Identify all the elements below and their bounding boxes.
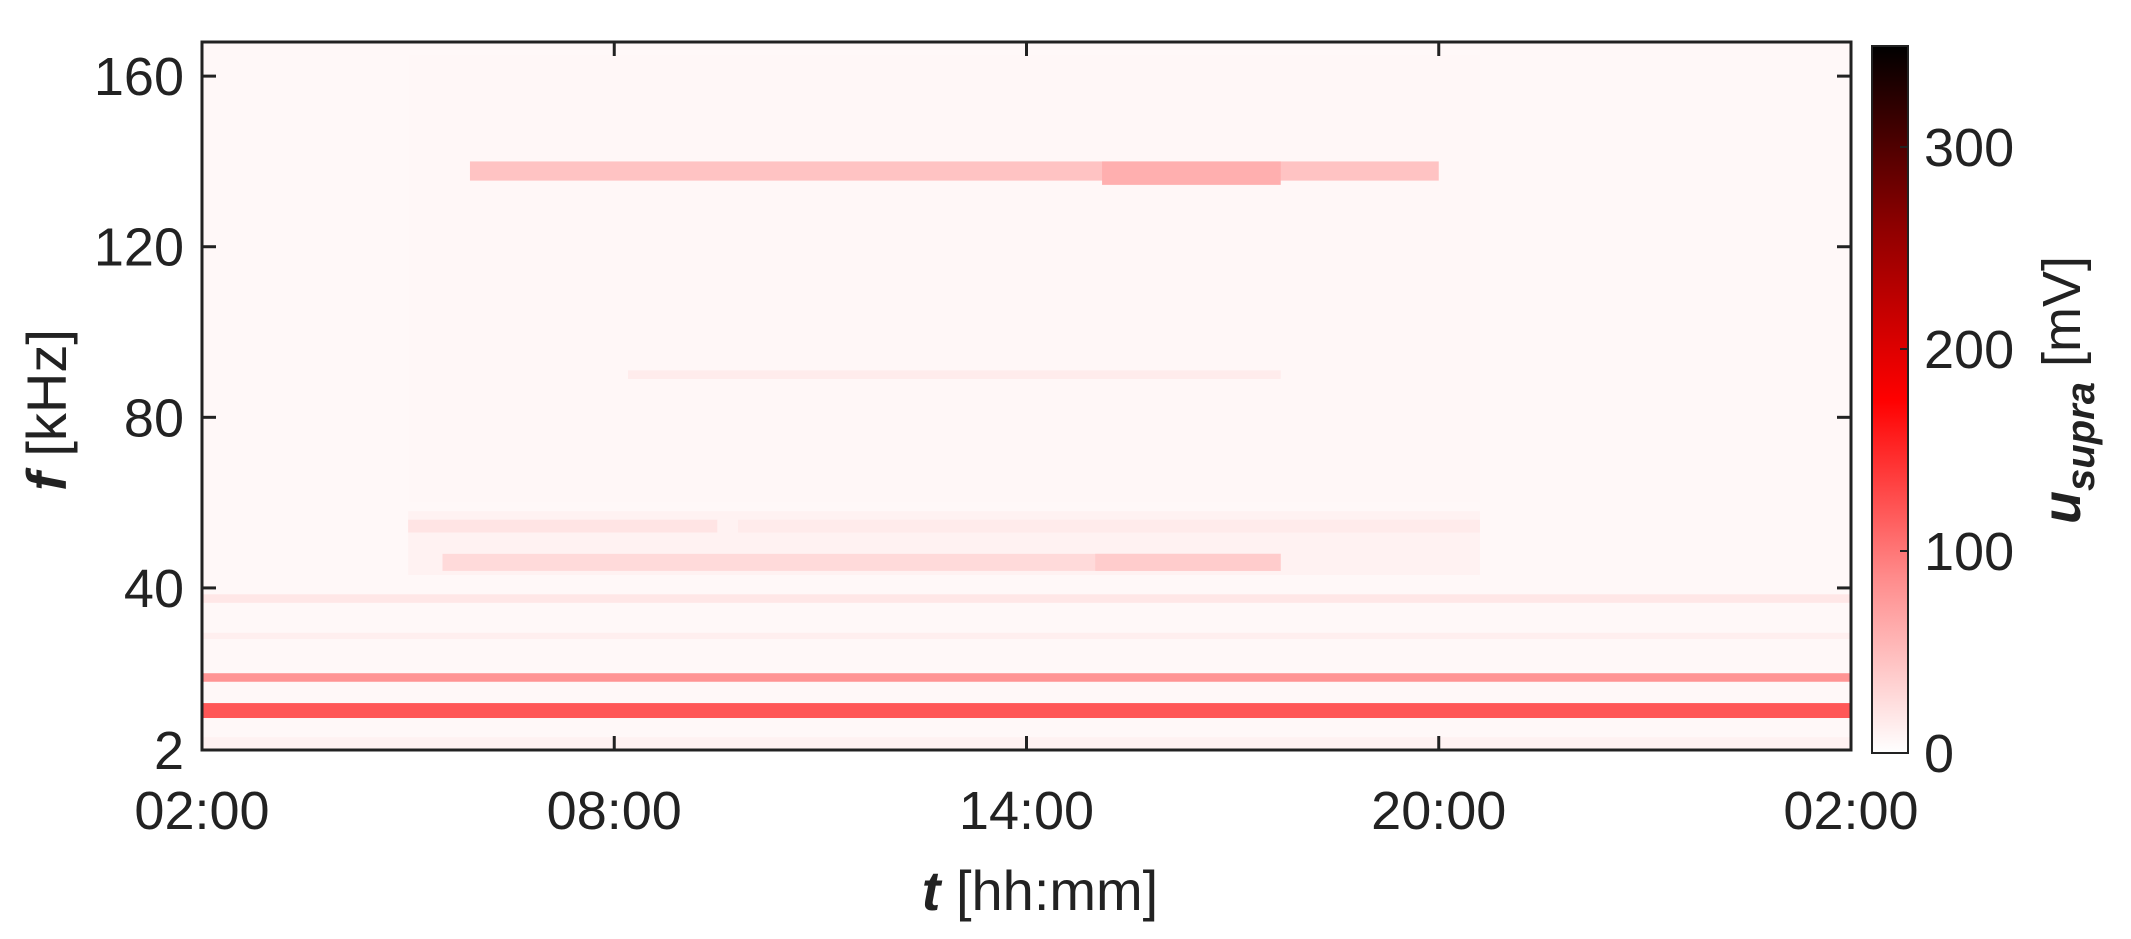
colorbar-ticks: 0 100 200 300	[1900, 118, 2014, 784]
colorbar-tick-label: 200	[1924, 320, 2014, 380]
heatmap-band	[408, 54, 1480, 503]
colorbar-subscript: supra	[2059, 382, 2103, 491]
x-tick-label: 08:00	[547, 781, 682, 841]
colorbar-tick-label: 100	[1924, 522, 2014, 582]
y-tick-label: 40	[124, 559, 184, 619]
colorbar	[1871, 45, 1909, 754]
heatmap-band	[442, 553, 1281, 571]
x-axis-label: t [hh:mm]	[922, 859, 1158, 922]
colorbar-label: usupra [mV]	[2032, 256, 2103, 524]
y-tick-label: 2	[154, 721, 184, 781]
heatmap-band	[202, 594, 1851, 603]
heatmap-band	[408, 519, 718, 533]
heatmap-band	[1102, 161, 1281, 185]
heatmap-band	[737, 519, 1480, 533]
y-axis: 2 40 80 120 160	[94, 47, 1851, 781]
y-tick-label: 80	[124, 388, 184, 448]
colorbar-symbol: u	[2032, 491, 2092, 524]
y-tick-label: 160	[94, 47, 184, 107]
colorbar-tick-label: 300	[1924, 118, 2014, 178]
heatmap-band	[202, 632, 1851, 640]
x-tick-label: 02:00	[1783, 781, 1918, 841]
y-tick-label: 120	[94, 218, 184, 278]
heatmap-band	[202, 673, 1851, 682]
x-axis-symbol: t	[922, 859, 943, 922]
y-axis-label: f [kHz]	[15, 329, 78, 491]
heatmap-cells	[202, 42, 1851, 750]
x-axis: 02:00 08:00 14:00 20:00 02:00	[134, 42, 1919, 841]
y-axis-unit: [kHz]	[15, 329, 78, 472]
heatmap-band	[627, 370, 1281, 379]
heatmap-band	[469, 161, 1439, 181]
x-tick-label: 02:00	[134, 781, 269, 841]
colorbar-unit: [mV]	[2032, 256, 2092, 382]
x-axis-unit: [hh:mm]	[940, 859, 1158, 922]
x-tick-label: 20:00	[1371, 781, 1506, 841]
heatmap-band	[1095, 553, 1281, 571]
colorbar-tick-label: 0	[1924, 724, 1954, 784]
x-tick-label: 14:00	[959, 781, 1094, 841]
heatmap-band	[202, 703, 1851, 719]
